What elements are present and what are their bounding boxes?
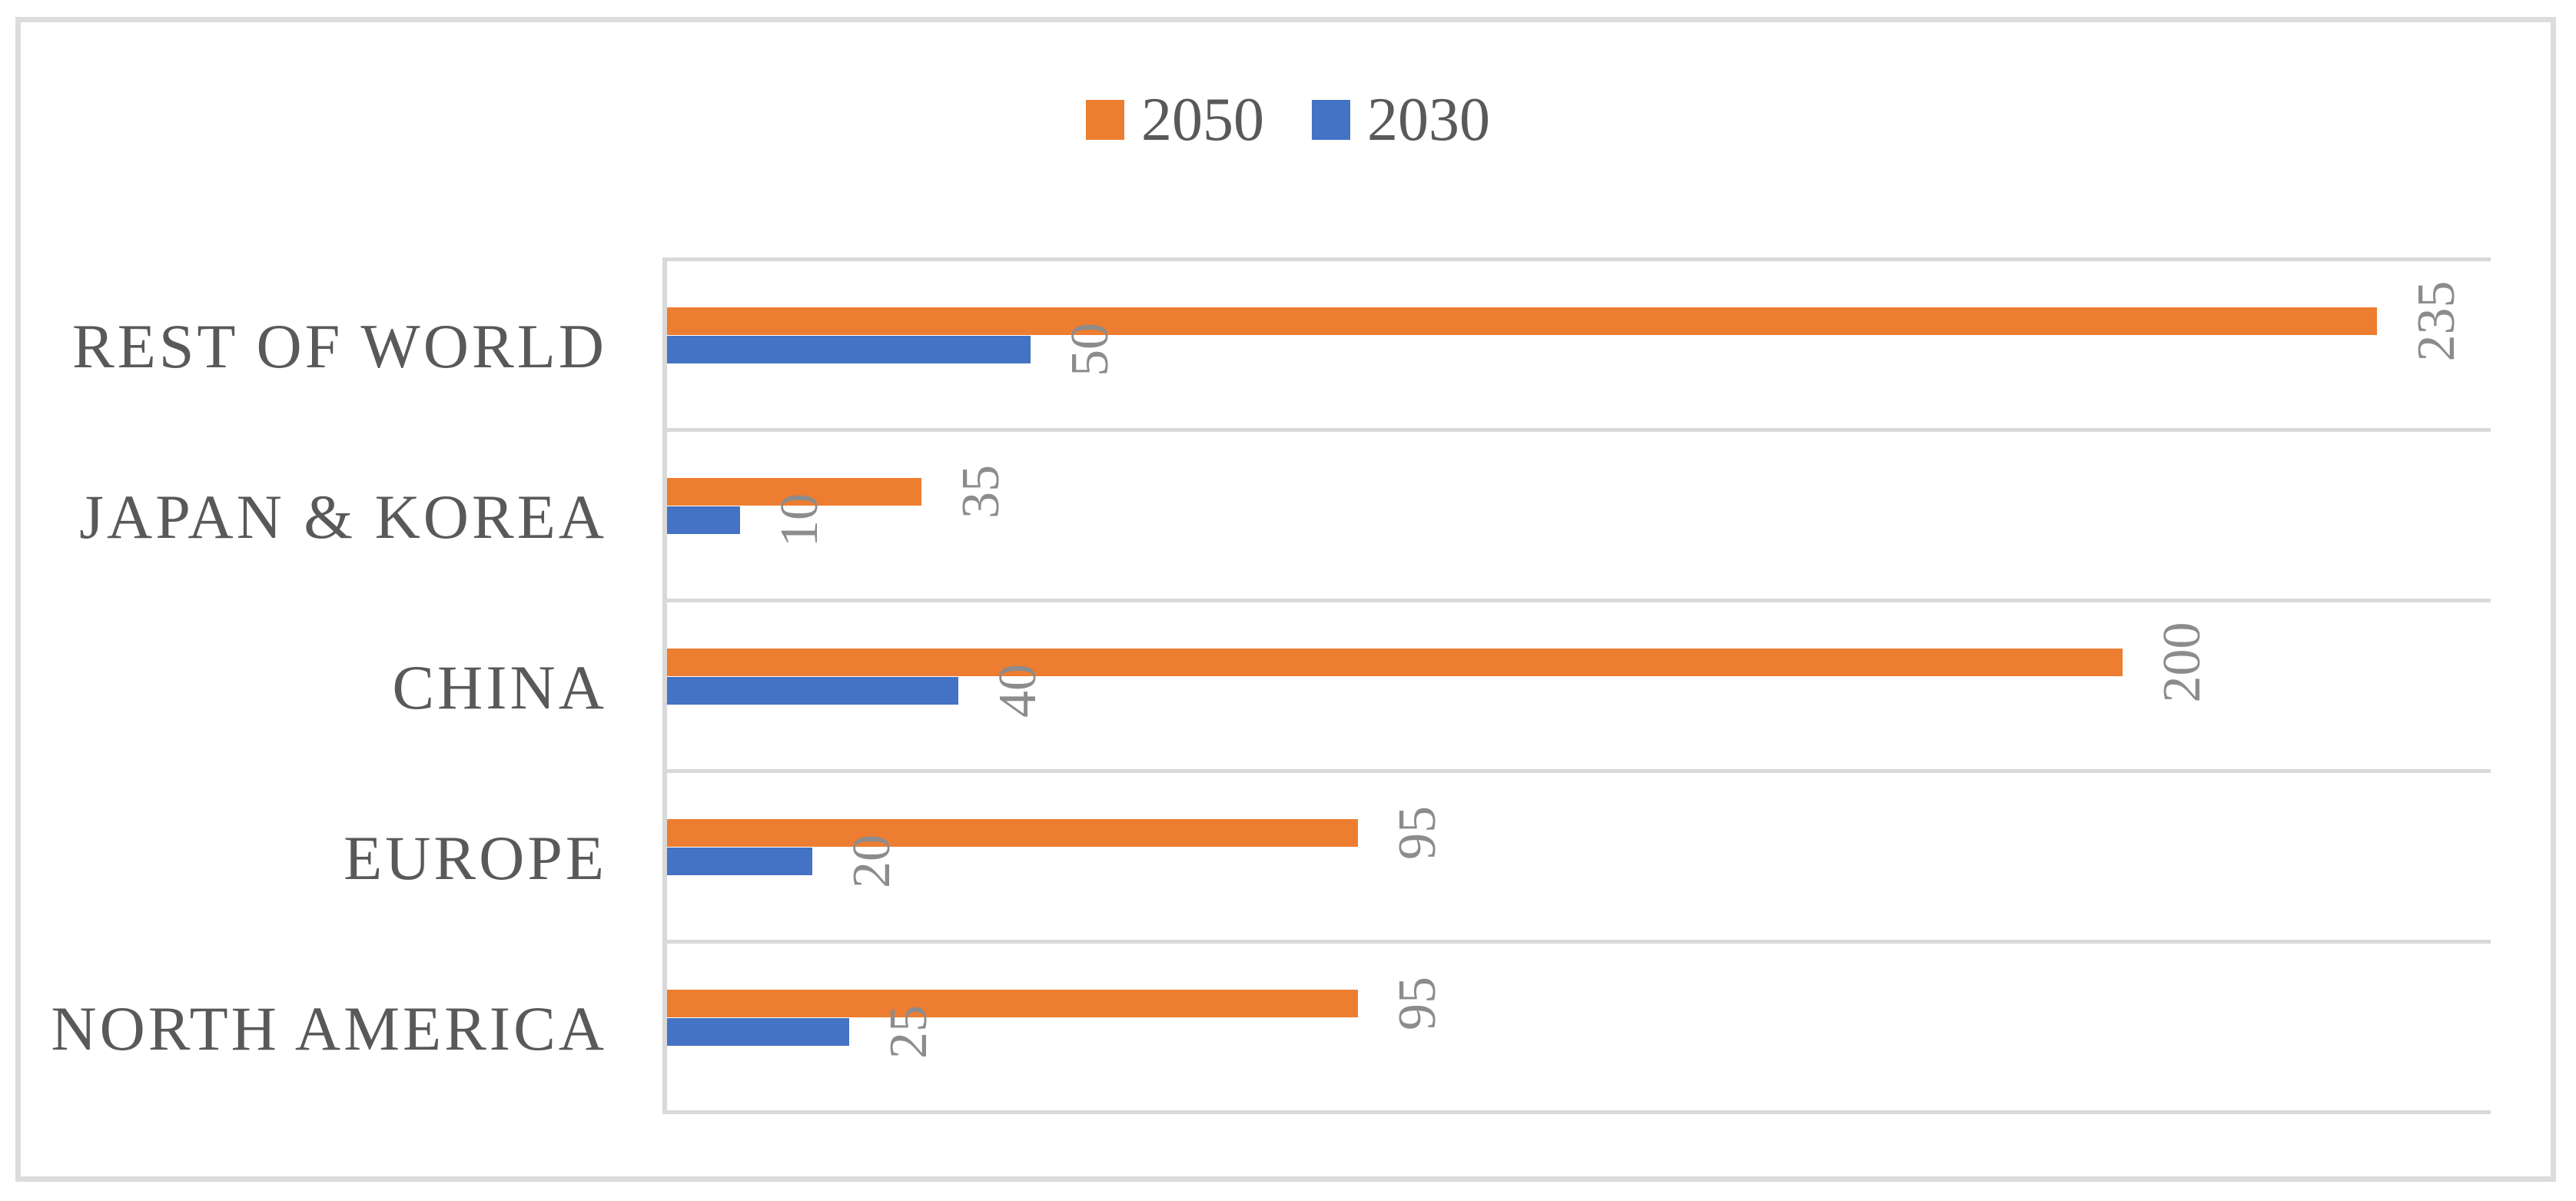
- value-label-2050: 95: [1388, 806, 1447, 860]
- category-label: JAPAN & KOREA: [79, 482, 607, 552]
- value-label-2030: 50: [1061, 323, 1120, 377]
- category-label: NORTH AMERICA: [51, 994, 607, 1063]
- category-row: 95 25: [667, 944, 2491, 1114]
- bar-2050: [667, 990, 1358, 1017]
- value-label-2030: 25: [879, 1005, 938, 1059]
- plot-area: 235 50 35 10 200 40 95 20 95 25: [662, 257, 2491, 1114]
- value-label-2030: 10: [770, 493, 829, 547]
- value-label-2050: 35: [951, 465, 1011, 519]
- bar-2030: [667, 336, 1031, 363]
- legend-item-2030: 2030: [1312, 89, 1490, 151]
- category-row: 200 40: [667, 602, 2491, 773]
- category-row: 95 20: [667, 773, 2491, 944]
- legend-label-2030: 2030: [1367, 86, 1490, 154]
- value-label-2050: 235: [2407, 280, 2466, 362]
- legend-label-2050: 2050: [1141, 86, 1264, 154]
- value-label-2030: 20: [842, 834, 901, 888]
- bar-2050: [667, 307, 2377, 335]
- bar-2030: [667, 677, 958, 705]
- bar-2030: [667, 848, 812, 875]
- category-label: EUROPE: [344, 823, 607, 893]
- chart-legend: 2050 2030: [0, 89, 2576, 151]
- bar-2050: [667, 478, 921, 506]
- legend-marker-2050-icon: [1086, 100, 1124, 140]
- legend-marker-2030-icon: [1312, 100, 1350, 140]
- bar-2050: [667, 649, 2123, 676]
- value-label-2030: 40: [988, 664, 1047, 718]
- category-label: REST OF WORLD: [72, 311, 607, 381]
- legend-item-2050: 2050: [1086, 89, 1264, 151]
- value-label-2050: 95: [1388, 977, 1447, 1030]
- bar-2050: [667, 819, 1358, 847]
- value-label-2050: 200: [2153, 622, 2212, 703]
- category-label: CHINA: [392, 652, 607, 722]
- category-row: 35 10: [667, 432, 2491, 602]
- category-row: 235 50: [667, 261, 2491, 432]
- bar-2030: [667, 506, 740, 534]
- bar-2030: [667, 1018, 849, 1046]
- category-axis: REST OF WORLD JAPAN & KOREA CHINA EUROPE NOR…: [31, 261, 607, 1114]
